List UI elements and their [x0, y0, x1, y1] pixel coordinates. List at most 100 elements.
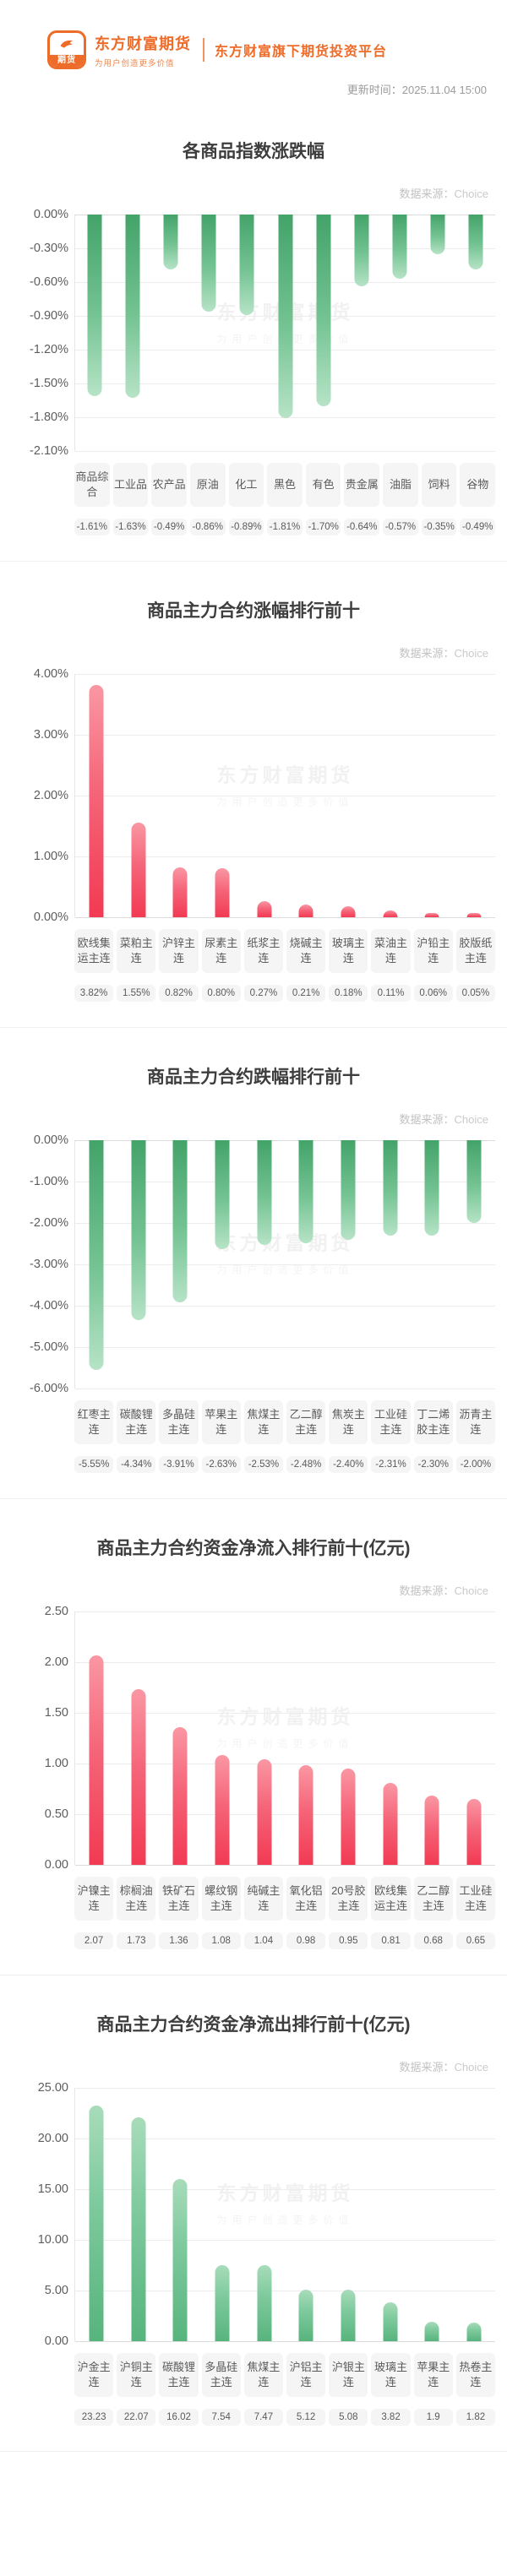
watermark-line2: 为用户创造更多价值	[216, 1737, 354, 1750]
category-chip: 沪铅主连	[413, 929, 453, 973]
y-axis-tick-label: -3.00%	[30, 1258, 68, 1271]
data-source: 数据来源：Choice	[0, 2058, 488, 2074]
gridline	[75, 1223, 495, 1224]
category-chip: 沪金主连	[74, 2353, 114, 2397]
value-row: 23.23 22.07 16.02 7.54 7.47 5.12 5.08 3.82 1.9 1.…	[74, 2409, 496, 2426]
bar	[424, 1796, 439, 1865]
plot-area: 东方财富期货 为用户创造更多价值 0.00%-0.30%-0.60%-0.90%…	[30, 208, 495, 458]
value-chip: -5.55%	[74, 1456, 114, 1473]
bar	[215, 868, 230, 917]
category-chip: 纸浆主连	[243, 929, 284, 973]
value-chip: 3.82%	[74, 985, 114, 1002]
category-row: 商品综合 工业品 农产品 原油 化工 黑色 有色 贵金属 油脂 饲料 谷物	[74, 463, 496, 507]
value-chip: -2.48%	[286, 1456, 326, 1473]
chart-section-top-losers: 商品主力合约跌幅排行前十 数据来源：Choice 东方财富期货 为用户创造更多价…	[0, 1028, 507, 1499]
plot-area: 东方财富期货 为用户创造更多价值 2.50 2.00 1.50 1.00 0.50 0.0…	[45, 1605, 495, 1872]
value-chip: -0.57%	[383, 519, 418, 535]
value-chip: -1.61%	[74, 519, 110, 535]
y-axis-tick-label: -0.60%	[30, 275, 68, 289]
value-chip: 5.08	[329, 2409, 368, 2426]
value-chip: 0.05%	[455, 985, 496, 1002]
value-chip: 0.80%	[201, 985, 241, 1002]
bar	[383, 1140, 398, 1236]
bar	[383, 1782, 398, 1865]
value-row: -5.55% -4.34% -3.91% -2.63% -2.53% -2.48% -2.4…	[74, 1456, 496, 1473]
category-chip: 焦煤主连	[243, 2353, 284, 2397]
watermark: 东方财富期货 为用户创造更多价值	[216, 1227, 353, 1277]
y-axis-tick-label: 5.00	[44, 2284, 68, 2297]
category-chip: 工业品	[112, 463, 149, 507]
value-chip: 0.18%	[329, 985, 368, 1002]
value-chip: 1.55%	[117, 985, 156, 1002]
category-chip: 20号胶主连	[329, 1877, 368, 1921]
value-chip: -1.63%	[112, 519, 149, 535]
data-source: 数据来源：Choice	[0, 185, 488, 201]
category-chip: 苹果主连	[413, 2353, 453, 2397]
category-chip: 苹果主连	[201, 1400, 241, 1444]
category-chip: 焦炭主连	[329, 1400, 368, 1444]
brand-slogan: 为用户创造更多价值	[95, 58, 175, 68]
value-row: -1.61% -1.63% -0.49% -0.86% -0.89% -1.81% -1.7…	[74, 519, 496, 535]
chart-section-net-outflow: 商品主力合约资金净流出排行前十(亿元) 数据来源：Choice 东方财富期货 为…	[0, 1975, 507, 2452]
brand-divider	[203, 38, 204, 62]
category-chip: 沪镍主连	[74, 1877, 114, 1921]
category-chip: 螺纹钢主连	[201, 1877, 241, 1921]
y-axis-tick-label: -5.00%	[30, 1340, 68, 1354]
bar	[424, 2322, 439, 2341]
value-chip: -2.40%	[329, 1456, 368, 1473]
brand-block: 东方财富期货 为用户创造更多价值	[95, 32, 191, 68]
bar	[354, 215, 369, 287]
bar	[430, 215, 445, 254]
bar	[215, 2264, 230, 2341]
value-chip: 7.47	[243, 2409, 284, 2426]
value-chip: 1.82	[455, 2409, 496, 2426]
y-axis-tick-label: 25.00	[37, 2081, 68, 2095]
chart-title: 商品主力合约资金净流出排行前十(亿元)	[96, 2015, 411, 2035]
bar	[298, 1765, 313, 1865]
category-chip: 棕榈油主连	[117, 1877, 156, 1921]
y-axis-tick-label: -1.20%	[30, 343, 68, 356]
value-chip: 5.12	[286, 2409, 326, 2426]
category-chip: 沥青主连	[455, 1400, 496, 1444]
category-chip: 工业硅主连	[371, 1400, 411, 1444]
gridline	[75, 1264, 495, 1265]
platform-tagline: 东方财富旗下期货投资平台	[215, 45, 388, 59]
value-chip: 7.54	[201, 2409, 241, 2426]
value-chip: -1.70%	[305, 519, 341, 535]
y-axis-tick-label: -1.00%	[30, 1175, 68, 1188]
value-chip: -4.34%	[117, 1456, 156, 1473]
category-chip: 尿素主连	[201, 929, 241, 973]
value-chip: -2.31%	[371, 1456, 411, 1473]
y-axis-tick-label: 0.00%	[33, 910, 68, 924]
category-chip: 沪银主连	[329, 2353, 368, 2397]
y-axis-tick-label: 2.00	[44, 1655, 68, 1669]
data-source-label: 数据来源：	[399, 1584, 455, 1597]
value-chip: -0.64%	[344, 519, 380, 535]
category-chip: 化工	[228, 463, 264, 507]
watermark: 东方财富期货 为用户创造更多价值	[216, 758, 353, 808]
chart-section-index-change: 各商品指数涨跌幅 数据来源：Choice 东方财富期货 为用户创造更多价值 0.…	[0, 102, 507, 562]
chart-section-net-inflow: 商品主力合约资金净流入排行前十(亿元) 数据来源：Choice 东方财富期货 为…	[0, 1499, 507, 1975]
category-chip: 黑色	[267, 463, 303, 507]
value-chip: 0.81	[371, 1932, 411, 1949]
bar	[87, 215, 102, 396]
value-chip: -3.91%	[159, 1456, 199, 1473]
bar	[257, 900, 272, 917]
gridline	[75, 1865, 495, 1866]
value-chip: 3.82	[371, 2409, 411, 2426]
y-axis-tick-label: 0.00	[44, 2334, 68, 2348]
bar	[89, 1655, 104, 1865]
value-chip: -0.89%	[228, 519, 264, 535]
category-chip: 商品综合	[74, 463, 110, 507]
brand-name: 东方财富期货	[95, 35, 191, 52]
category-row: 红枣主连 碳酸锂主连 多晶硅主连 苹果主连 焦煤主连 乙二醇主连 焦炭主连 工业硅主连 丁二烯胶…	[74, 1400, 496, 1444]
category-chip: 胶版纸主连	[455, 929, 496, 973]
value-chip: 0.98	[286, 1932, 326, 1949]
category-chip: 沪铝主连	[286, 2353, 326, 2397]
y-axis-tick-label: -4.00%	[30, 1299, 68, 1312]
value-row: 3.82% 1.55% 0.82% 0.80% 0.27% 0.21% 0.18% 0.11%…	[74, 985, 496, 1002]
category-chip: 工业硅主连	[455, 1877, 496, 1921]
gridline	[75, 1611, 495, 1612]
bar	[278, 215, 292, 419]
y-axis-tick-label: 1.50	[44, 1706, 68, 1720]
